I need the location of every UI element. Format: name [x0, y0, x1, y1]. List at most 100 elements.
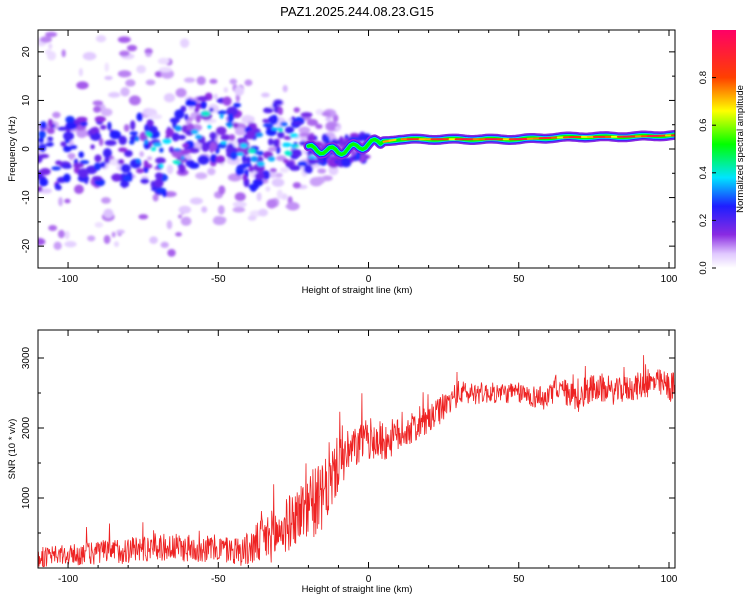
noise-blob [167, 248, 176, 257]
noise-blob [183, 77, 196, 83]
noise-blob [166, 164, 174, 175]
bright-blob [250, 156, 259, 163]
noise-blob [93, 105, 102, 113]
band-blob [104, 139, 117, 146]
heatmap-ridge [303, 129, 675, 160]
x-tick-label: -50 [211, 574, 226, 585]
band-blob [63, 173, 71, 183]
band-blob [209, 107, 214, 113]
noise-blob [267, 146, 278, 152]
noise-blob [120, 87, 130, 97]
band-blob [241, 154, 247, 164]
band-blob [220, 134, 232, 141]
band-blob [136, 112, 143, 122]
bright-blob [159, 163, 164, 169]
band-blob [148, 125, 158, 134]
bright-blob [239, 143, 248, 149]
noise-blob [128, 95, 141, 106]
band-blob [109, 130, 122, 140]
band-blob [94, 116, 107, 123]
band-blob [100, 161, 106, 169]
band-blob [171, 132, 180, 142]
bright-blob [248, 148, 257, 154]
band-blob [39, 121, 47, 130]
colorbar-tick-label: 0.6 [698, 119, 709, 132]
noise-blob [298, 126, 311, 134]
colorbar-tick-label: 0.4 [698, 166, 709, 179]
noise-blob [76, 128, 88, 139]
band-blob [242, 174, 247, 181]
bright-blob [143, 138, 149, 145]
noise-blob [78, 67, 83, 77]
noise-blob [269, 168, 277, 173]
band-blob [117, 158, 125, 165]
noise-blob [234, 86, 245, 96]
band-blob [196, 96, 209, 102]
noise-blob [244, 79, 253, 86]
colorbar-tick-label: 0.8 [698, 71, 709, 84]
band-blob [38, 177, 49, 187]
bright-blob [135, 158, 141, 164]
noise-blob [98, 137, 104, 147]
noise-blob [241, 114, 254, 124]
noise-blob [234, 192, 246, 202]
bright-blob [201, 110, 211, 117]
band-blob [215, 126, 227, 136]
noise-blob [74, 184, 84, 194]
band-blob [107, 121, 112, 131]
spectrogram-x-label: Height of straight line (km) [302, 285, 413, 296]
noise-blob [335, 126, 341, 131]
spectrogram-x-axis: -100 -50 0 50 100 [37, 30, 678, 285]
band-blob [283, 135, 292, 141]
noise-blob [232, 206, 246, 213]
noise-blob [223, 87, 229, 93]
bright-blob [307, 155, 318, 159]
band-blob [227, 113, 234, 124]
x-tick-label: 50 [513, 574, 525, 585]
band-blob [60, 141, 67, 147]
band-blob [140, 178, 150, 184]
noise-blob [180, 38, 190, 48]
noise-blob [126, 44, 138, 52]
x-tick-label: 0 [366, 574, 372, 585]
heatmap-blobs [38, 31, 372, 257]
band-blob [277, 131, 285, 139]
bright-blob [180, 155, 185, 160]
band-blob [144, 124, 149, 133]
band-blob [72, 163, 84, 168]
band-blob [153, 178, 164, 188]
noise-blob [175, 87, 187, 98]
band-blob [306, 134, 316, 143]
x-tick-label: -100 [58, 574, 78, 585]
noise-blob [87, 235, 96, 242]
bright-blob [289, 133, 299, 138]
band-blob [228, 134, 236, 141]
band-blob [100, 124, 107, 130]
noise-blob [325, 116, 332, 122]
band-blob [276, 145, 281, 155]
band-blob [94, 178, 106, 187]
band-blob [118, 135, 127, 145]
band-blob [159, 147, 164, 153]
noise-blob [48, 43, 53, 50]
band-blob [248, 165, 255, 173]
noise-blob [149, 236, 158, 244]
band-blob [278, 106, 283, 116]
bright-blob [284, 150, 292, 156]
ridge-core [382, 139, 391, 143]
band-blob [182, 143, 190, 148]
band-blob [268, 116, 276, 124]
noise-blob [157, 57, 170, 65]
x-tick-label: 50 [513, 274, 525, 285]
noise-blob [152, 193, 159, 202]
x-tick-label: 100 [661, 574, 678, 585]
x-tick-label: 0 [366, 274, 372, 285]
band-blob [80, 120, 88, 127]
band-blob [178, 134, 186, 140]
spectrogram-y-label: Frequency (Hz) [7, 116, 18, 181]
noise-blob [38, 237, 46, 246]
noise-blob [195, 172, 208, 180]
noise-blob [64, 198, 71, 204]
